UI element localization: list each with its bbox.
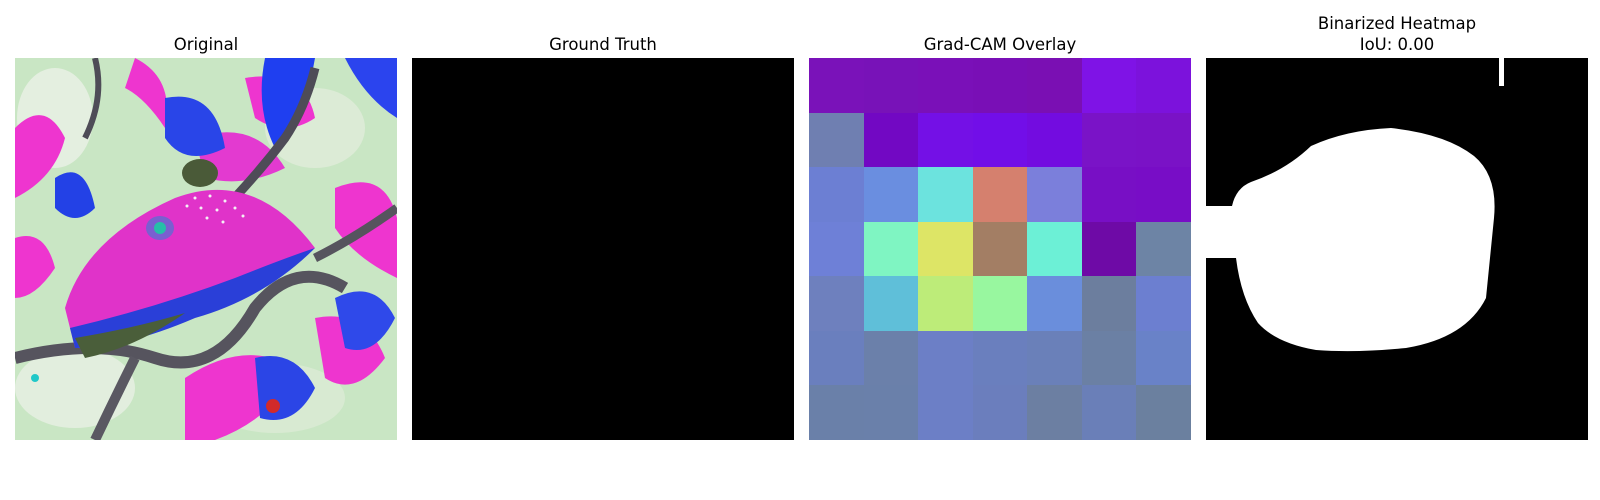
heatmap-cell — [1027, 331, 1082, 385]
heatmap-cell — [1136, 167, 1191, 222]
heatmap-cell — [918, 113, 973, 167]
heatmap-cell — [1027, 276, 1082, 331]
heatmap-cell — [1136, 113, 1191, 167]
heatmap-cell — [973, 385, 1027, 440]
heatmap-cell — [1027, 385, 1082, 440]
heatmap-cell — [864, 58, 918, 113]
heatmap-cell — [918, 167, 973, 222]
heatmap-cell — [1082, 276, 1136, 331]
gradcam-title-text: Grad-CAM Overlay — [923, 35, 1077, 54]
heatmap-cell — [809, 113, 864, 167]
heatmap-cell — [809, 331, 864, 385]
heatmap-cell — [809, 222, 864, 276]
heatmap-cell — [918, 385, 973, 440]
heatmap-cell — [864, 331, 918, 385]
panel-title-ground-truth: Ground Truth — [412, 34, 794, 55]
heatmap-cell — [809, 167, 864, 222]
heatmap-cell — [1027, 113, 1082, 167]
binarized-heatmap — [1206, 58, 1588, 440]
heatmap-cell — [973, 331, 1027, 385]
heatmap-cell — [973, 167, 1027, 222]
heatmap-cell — [1082, 331, 1136, 385]
heatmap-cell — [1082, 222, 1136, 276]
heatmap-cell — [1082, 167, 1136, 222]
heatmap-cell — [809, 276, 864, 331]
binarized-title-text: Binarized Heatmap — [1317, 14, 1477, 33]
heatmap-cell — [1082, 58, 1136, 113]
binarized-heatmap-panel — [1206, 58, 1588, 440]
heatmap-cell — [918, 331, 973, 385]
heatmap-cell — [864, 167, 918, 222]
heatmap-cell — [1027, 58, 1082, 113]
heatmap-cell — [809, 58, 864, 113]
panel-title-original: Original — [15, 34, 397, 55]
heatmap-cell — [1082, 385, 1136, 440]
original-image — [15, 58, 397, 440]
panel-title-gradcam: Grad-CAM Overlay — [809, 34, 1191, 55]
heatmap-cell — [973, 276, 1027, 331]
ground-truth-title-text: Ground Truth — [549, 35, 657, 54]
heatmap-cell — [1082, 113, 1136, 167]
heatmap-cell — [973, 113, 1027, 167]
panel-title-binarized: Binarized Heatmap IoU: 0.00 — [1206, 13, 1588, 55]
heatmap-cell — [809, 385, 864, 440]
original-image-panel — [15, 58, 397, 440]
heatmap-cell — [864, 222, 918, 276]
ground-truth-panel — [412, 58, 794, 440]
heatmap-cell — [864, 276, 918, 331]
heatmap-cell — [1136, 276, 1191, 331]
heatmap-cell — [1136, 385, 1191, 440]
original-title-text: Original — [173, 35, 239, 54]
gradcam-overlay-panel — [809, 58, 1191, 440]
iou-label: IoU: 0.00 — [1359, 35, 1435, 54]
heatmap-cell — [1136, 222, 1191, 276]
heatmap-cell — [918, 276, 973, 331]
heatmap-cell — [1027, 167, 1082, 222]
gradcam-heatmap — [809, 58, 1191, 440]
heatmap-cell — [1136, 331, 1191, 385]
heatmap-cell — [1027, 222, 1082, 276]
heatmap-cell — [918, 222, 973, 276]
heatmap-cell — [864, 385, 918, 440]
heatmap-cell — [973, 222, 1027, 276]
heatmap-cell — [918, 58, 973, 113]
heatmap-cell — [864, 113, 918, 167]
heatmap-cell — [973, 58, 1027, 113]
heatmap-cell — [1136, 58, 1191, 113]
ground-truth-mask — [412, 58, 794, 440]
